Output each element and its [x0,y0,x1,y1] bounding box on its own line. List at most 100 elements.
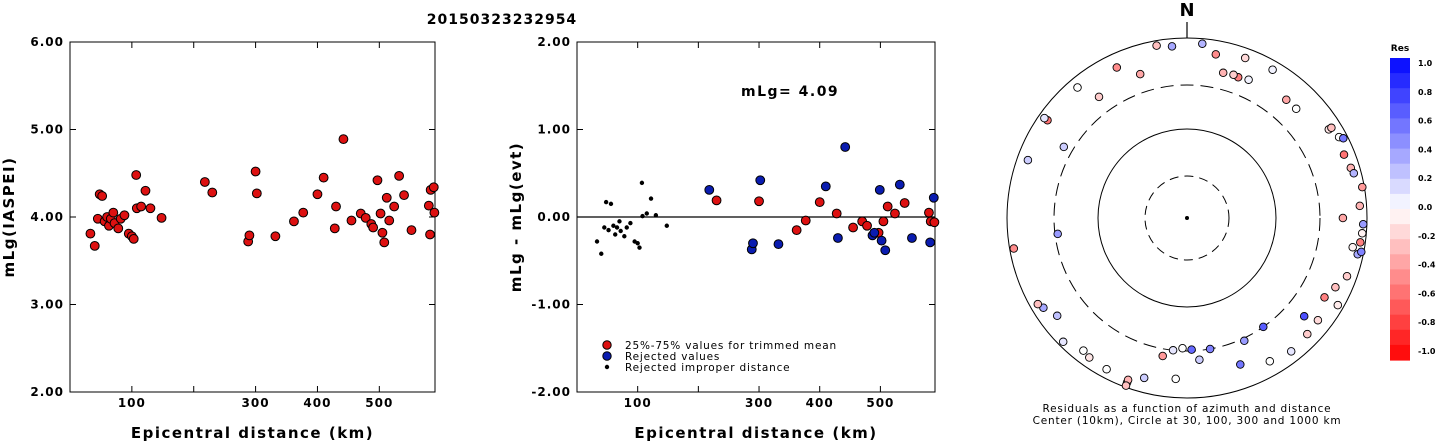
trimmed-mean-point [929,217,940,228]
trimmed-mean-point [429,207,440,218]
trimmed-mean-point [890,208,900,219]
station-marker [1121,381,1131,390]
trimmed-mean-point [156,212,167,223]
station-marker [1033,299,1043,309]
colorbar-tick-label: 0.6 [1418,117,1433,126]
station-marker [1073,83,1082,92]
station-marker [1331,282,1340,292]
station-marker [1327,123,1336,133]
station-marker [1358,182,1367,192]
station-marker [1286,347,1296,356]
colorbar-tick-label: 0.0 [1418,203,1433,212]
station-marker [1349,169,1359,178]
colorbar-cell [1390,88,1410,104]
improper-distance-point [603,199,609,205]
colorbar-cell [1390,193,1410,210]
y-tick-label: 4.00 [30,210,64,224]
station-marker [1178,343,1187,353]
legend-trimmed-label: 25%-75% values for trimmed mean [625,340,837,352]
improper-distance-point [640,213,645,219]
colorbar-tick-label: 0.4 [1418,145,1433,154]
station-marker [1168,346,1178,355]
colorbar-tick-label: 0.2 [1418,174,1432,183]
x-tick-label: 400 [806,396,834,410]
station-marker [1333,300,1343,310]
station-marker [1040,113,1049,123]
station-marker [1158,351,1167,361]
improper-distance-point [624,225,629,230]
colorbar-cell [1390,58,1410,74]
station-marker [1167,42,1177,51]
colorbar-cell [1390,224,1410,240]
station-marker [1229,70,1238,80]
trimmed-mean-point [207,187,218,198]
colorbar-cell [1390,269,1410,286]
improper-distance-point [618,228,623,234]
trimmed-mean-point [800,215,811,226]
improper-distance-point [608,201,614,207]
mlg-annotation: mLg= 4.09 [741,84,839,100]
trimmed-mean-point [360,212,371,223]
trimmed-mean-point [862,220,872,231]
colorbar-cell [1390,284,1410,301]
x-tick-label: 300 [745,396,773,410]
station-marker [1291,104,1301,114]
colorbar-cell [1390,314,1410,331]
station-marker [1152,41,1161,50]
residual-colorbar: Res 1.0 0.8 0.6 0.4 0.2 0.0 -0.2 -0.4 -0.6 -0.8 -1… [1390,44,1436,361]
colorbar-tick-label: 0.8 [1418,88,1433,97]
trimmed-mean-point [119,210,130,221]
station-marker [1171,374,1180,384]
improper-distance-point [639,180,645,186]
improper-distance-point [594,239,600,244]
trimmed-mean-point [108,207,119,218]
station-markers [1009,39,1368,390]
improper-distance-point [664,223,670,228]
trimmed-mean-point [384,215,395,226]
improper-distance-point [613,232,618,237]
colorbar-cell [1390,344,1410,361]
station-marker [1059,142,1069,152]
station-marker [1303,329,1312,339]
trimmed-mean-point [329,223,340,234]
station-marker [1052,311,1062,321]
station-marker [1053,229,1062,239]
trimmed-mean-point [379,237,390,248]
polar-caption-line1: Residuals as a function of azimuth and d… [1043,403,1332,415]
trimmed-mean-point [791,225,802,236]
x-tick-label: 500 [866,396,894,410]
trimmed-mean-point [89,240,100,251]
rejected-point [840,142,851,152]
trimmed-mean-point [425,229,435,240]
station-marker [1358,219,1368,229]
y-tick-label: -2.00 [531,385,571,399]
rejected-point [748,238,758,249]
trimmed-mean-point [377,227,388,238]
colorbar-tick-labels: 1.0 0.8 0.6 0.4 0.2 0.0 -0.2 -0.4 -0.6 -0.8 -1.0 [1418,59,1436,356]
trimmed-mean-point [140,185,151,196]
colorbar-cell [1390,103,1410,119]
trimmed-mean-point [406,225,417,236]
colorbar-cell [1390,209,1410,225]
trimmed-mean-point [381,192,392,203]
ring-1000km [1006,37,1368,399]
trimmed-mean-point [113,223,124,234]
improper-distance-point [628,220,633,226]
rejected-point [755,175,766,186]
x-tick-label: 300 [242,396,270,410]
colorbar-tick-label: 1.0 [1418,59,1433,68]
trimmed-mean-point [131,170,142,180]
trimmed-mean-point [338,134,349,145]
legend-improper-label: Rejected improper distance [625,362,790,374]
trimmed-mean-point [331,201,341,212]
trimmed-mean-point [711,195,722,206]
station-marker [1265,357,1275,366]
y-tick-label: 6.00 [30,35,64,49]
colorbar-cell [1390,148,1410,165]
trimmed-mean-point [244,230,255,241]
trimmed-mean-point [878,216,889,227]
x-tick-label: 100 [118,396,146,410]
station-marker [1342,271,1352,281]
y-axis-label: mLg(IASPEI) [0,157,18,278]
